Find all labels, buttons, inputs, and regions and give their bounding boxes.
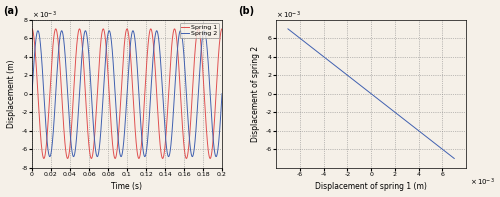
Spring 2 bbox=[122, 126, 128, 128]
Text: $\times\,10^{-3}$: $\times\,10^{-3}$ bbox=[276, 9, 301, 21]
Spring 2 bbox=[118, 155, 124, 158]
Spring 1 bbox=[209, 150, 215, 152]
Spring 2 bbox=[29, 92, 35, 95]
Spring 1 bbox=[29, 28, 35, 30]
Text: $\times\,10^{-3}$: $\times\,10^{-3}$ bbox=[470, 177, 494, 188]
X-axis label: Displacement of spring 1 (m): Displacement of spring 1 (m) bbox=[315, 182, 427, 191]
Spring 2 bbox=[130, 30, 136, 32]
Spring 1 bbox=[219, 28, 225, 30]
Spring 2 bbox=[209, 122, 215, 124]
Y-axis label: Displacement of spring 2: Displacement of spring 2 bbox=[251, 46, 260, 142]
Spring 1 bbox=[122, 37, 128, 40]
Spring 2 bbox=[30, 78, 36, 81]
Line: Spring 2: Spring 2 bbox=[32, 31, 222, 157]
Spring 1 bbox=[30, 29, 36, 32]
Spring 1 bbox=[41, 157, 47, 160]
Spring 1 bbox=[37, 124, 43, 126]
Text: $\times\,10^{-3}$: $\times\,10^{-3}$ bbox=[32, 9, 57, 21]
X-axis label: Time (s): Time (s) bbox=[112, 182, 142, 191]
Spring 2 bbox=[219, 93, 225, 95]
Spring 1 bbox=[40, 157, 46, 159]
Text: (b): (b) bbox=[238, 6, 254, 16]
Spring 2 bbox=[37, 38, 43, 40]
Spring 1 bbox=[66, 151, 72, 154]
Text: (a): (a) bbox=[4, 6, 19, 16]
Line: Spring 1: Spring 1 bbox=[32, 29, 222, 158]
Legend: Spring 1, Spring 2: Spring 1, Spring 2 bbox=[180, 23, 219, 38]
Spring 2 bbox=[66, 119, 72, 121]
Y-axis label: Displacement (m): Displacement (m) bbox=[7, 59, 16, 128]
Spring 2 bbox=[40, 84, 46, 86]
